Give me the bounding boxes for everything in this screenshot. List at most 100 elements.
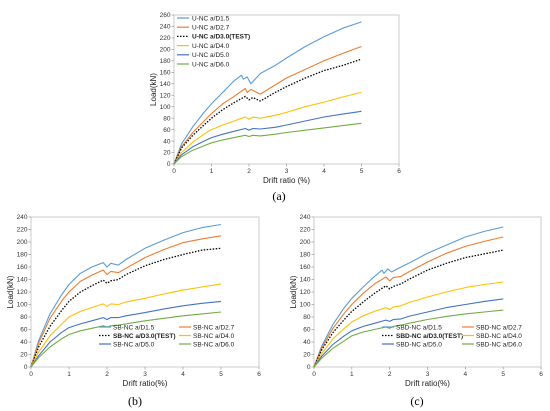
series-line-3 [313, 281, 504, 368]
y-tick-label: 20 [303, 352, 311, 359]
x-tick-label: 6 [257, 371, 261, 378]
series-line-4 [313, 298, 504, 368]
legend-entry: SBD-NC a/D1.5 [396, 324, 442, 331]
panel-caption: (b) [128, 394, 142, 408]
series-line-2 [313, 249, 504, 368]
x-tick-label: 4 [464, 371, 468, 378]
x-tick-label: 2 [388, 371, 392, 378]
legend-entry: SB-NC a/D2.7 [193, 324, 235, 331]
series-line-5 [173, 122, 362, 165]
legend-entry: U-NC a/D6.0 [192, 61, 230, 68]
series-line-0 [30, 223, 222, 368]
y-tick-label: 40 [20, 339, 28, 346]
y-tick-label: 0 [24, 364, 28, 371]
y-tick-label: 160 [300, 264, 311, 271]
x-tick-label: 2 [247, 168, 251, 175]
legend-entry: U-NC a/D4.0 [192, 43, 230, 50]
y-tick-label: 40 [303, 339, 311, 346]
y-tick-label: 100 [17, 302, 28, 309]
series-line-1 [30, 235, 222, 368]
legend-entry: U-NC a/D5.0 [192, 52, 230, 59]
x-tick-label: 2 [105, 371, 109, 378]
x-tick-label: 4 [322, 168, 326, 175]
series-line-2 [173, 58, 362, 165]
y-tick-label: 220 [300, 227, 311, 234]
x-tick-label: 1 [67, 371, 71, 378]
x-tick-label: 4 [181, 371, 185, 378]
x-axis-label: Drift ratio(%) [123, 379, 168, 388]
legend-entry: SB-NC a/D6.0 [193, 341, 235, 348]
legend-entry: SBD-NC a/D2.7 [476, 324, 522, 331]
y-tick-label: 180 [17, 252, 28, 259]
x-axis-label: Drift ratio (%) [263, 176, 310, 185]
x-tick-label: 6 [397, 168, 401, 175]
x-axis-label: Drift ratio(%) [405, 379, 450, 388]
x-tick-label: 5 [360, 168, 364, 175]
panel-caption: (a) [272, 189, 285, 203]
series-line-3 [173, 91, 362, 165]
legend-entry: U-NC a/D3.0(TEST) [192, 34, 250, 41]
y-tick-label: 240 [160, 24, 171, 31]
y-tick-label: 0 [167, 161, 171, 168]
legend-entry: U-NC a/D1.5 [192, 15, 230, 22]
y-tick-label: 0 [307, 364, 311, 371]
y-axis-label: Load(kN) [6, 275, 15, 308]
y-tick-label: 120 [300, 289, 311, 296]
x-tick-label: 0 [172, 168, 176, 175]
chart-panel-0: 0 1 2 3 4 5 6020406080100120140160180200220240… [149, 12, 401, 203]
y-tick-label: 160 [17, 264, 28, 271]
y-tick-label: 40 [163, 138, 171, 145]
series-line-1 [313, 236, 504, 368]
legend-entry: SBD-NC a/D5.0 [396, 341, 442, 348]
y-tick-label: 240 [17, 214, 28, 221]
y-tick-label: 260 [160, 12, 171, 19]
series-line-0 [173, 21, 362, 165]
y-tick-label: 120 [160, 92, 171, 99]
x-tick-label: 1 [350, 371, 354, 378]
y-tick-label: 140 [17, 277, 28, 284]
y-tick-label: 80 [20, 314, 28, 321]
y-tick-label: 180 [300, 252, 311, 259]
y-tick-label: 180 [160, 58, 171, 65]
y-tick-label: 100 [300, 302, 311, 309]
y-axis-label: Load(kN) [289, 275, 298, 308]
legend-entry: SB-NC a/D3.0(TEST) [113, 333, 175, 340]
chart-panel-2: 0 1 2 3 4 5 6020406080100120140160180200220240… [289, 214, 543, 408]
y-tick-label: 80 [303, 314, 311, 321]
legend: SBD-NC a/D1.5 SBD-NC a/D2.7 SBD-NC a/D3.0(… [382, 324, 522, 348]
y-tick-label: 140 [160, 81, 171, 88]
legend-entry: SB-NC a/D5.0 [113, 341, 155, 348]
y-tick-label: 20 [20, 352, 28, 359]
y-tick-label: 160 [160, 70, 171, 77]
panel-caption: (c) [410, 394, 423, 408]
series-line-3 [30, 283, 222, 368]
y-tick-label: 200 [17, 239, 28, 246]
series-line-4 [30, 300, 222, 368]
chart-panel-1: 0 1 2 3 4 5 6020406080100120140160180200220240… [6, 214, 261, 408]
series-line-5 [313, 309, 504, 368]
legend: U-NC a/D1.5 U-NC a/D2.7 U-NC a/D3.0(TEST) U… [177, 15, 250, 68]
x-tick-label: 5 [219, 371, 223, 378]
y-tick-label: 220 [160, 35, 171, 42]
y-tick-label: 80 [163, 115, 171, 122]
y-tick-label: 240 [300, 214, 311, 221]
y-tick-label: 60 [20, 327, 28, 334]
y-axis-label: Load(kN) [149, 73, 158, 106]
x-tick-label: 0 [29, 371, 33, 378]
legend-entry: SBD-NC a/D3.0(TEST) [396, 333, 463, 340]
legend-entry: SB-NC a/D1.5 [113, 324, 155, 331]
y-tick-label: 20 [163, 150, 171, 157]
series-line-2 [30, 247, 222, 368]
x-tick-label: 0 [312, 371, 316, 378]
y-tick-label: 100 [160, 104, 171, 111]
x-tick-label: 3 [426, 371, 430, 378]
y-tick-label: 200 [160, 47, 171, 54]
x-tick-label: 6 [539, 371, 543, 378]
y-tick-label: 200 [300, 239, 311, 246]
series-line-0 [313, 226, 504, 368]
x-tick-label: 3 [285, 168, 289, 175]
y-tick-label: 140 [300, 277, 311, 284]
y-tick-label: 220 [17, 227, 28, 234]
series-line-4 [173, 110, 362, 165]
